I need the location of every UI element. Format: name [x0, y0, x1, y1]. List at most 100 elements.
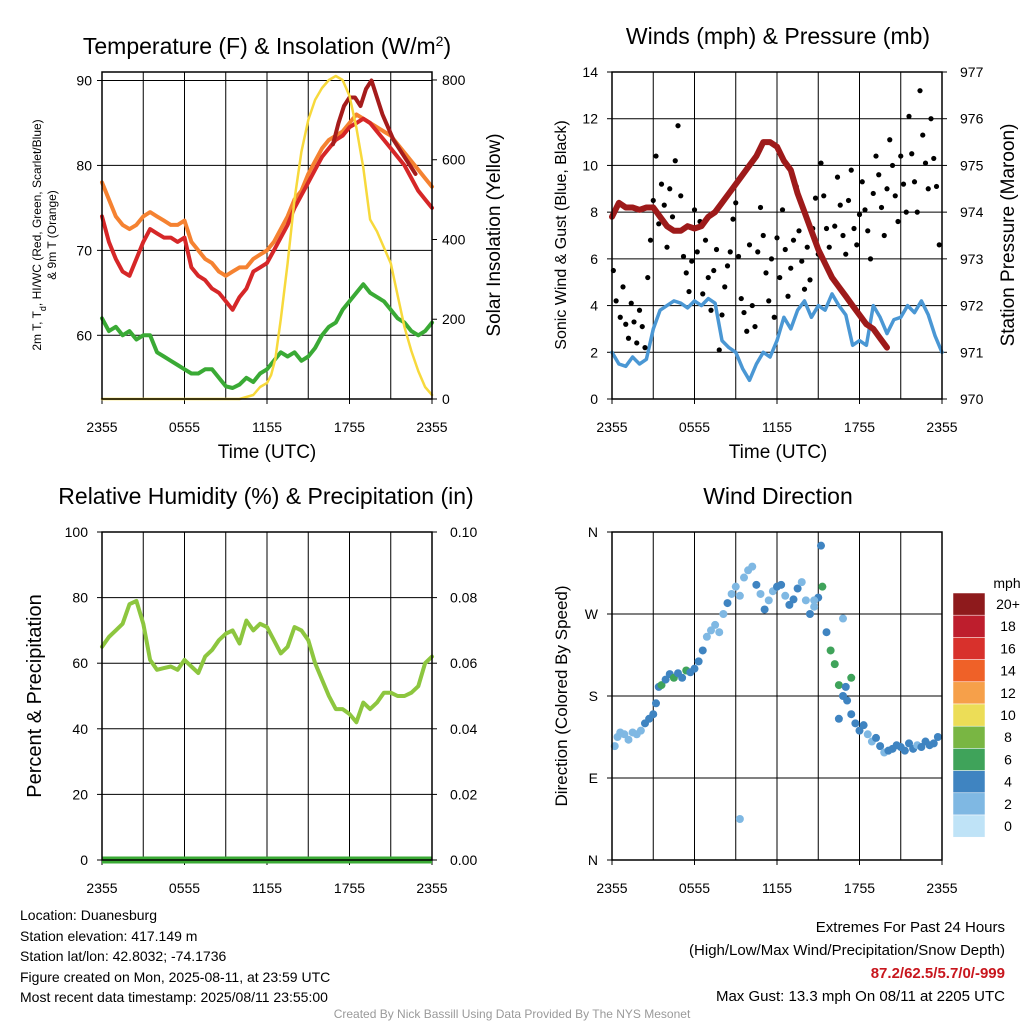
y2-tick-label: 972	[960, 298, 984, 314]
gust-point	[881, 232, 887, 239]
y-tick-label: 0	[590, 391, 598, 407]
y2-axis-label: Solar Insolation (Yellow)	[484, 133, 505, 336]
direction-point	[801, 596, 810, 605]
gust-point	[623, 321, 629, 327]
gust-point	[686, 288, 692, 295]
direction-point	[711, 620, 720, 629]
humidity-line	[100, 598, 434, 725]
gust-point	[837, 202, 843, 208]
direction-point	[851, 719, 860, 728]
x-tick-label: 2355	[416, 419, 447, 435]
gust-point	[741, 309, 747, 316]
gust-point	[631, 319, 637, 325]
x-tick-label: 1755	[334, 880, 365, 896]
gust-point	[878, 204, 885, 211]
gust-point	[733, 200, 739, 206]
max-gust-text: Max Gust: 13.3 mph On 08/11 at 2205 UTC	[715, 988, 1005, 1005]
direction-point	[810, 596, 819, 605]
gust-point	[678, 193, 684, 199]
direction-point	[760, 605, 769, 614]
plot-border	[101, 531, 433, 861]
gust-point	[716, 347, 722, 353]
gust-point	[763, 270, 769, 276]
series-line-3	[331, 78, 418, 176]
x-tick-label: 1155	[762, 880, 792, 896]
gust-point	[799, 258, 805, 264]
gust-point	[821, 193, 827, 199]
x-axis-label: Time (UTC)	[729, 442, 828, 463]
direction-point	[826, 646, 835, 655]
gust-point	[752, 323, 758, 330]
direction-point	[863, 730, 872, 739]
colorbar-swatch	[952, 659, 986, 683]
gust-point	[788, 265, 794, 271]
x-tick-label: 1155	[762, 419, 792, 435]
direction-point	[661, 675, 670, 684]
y2-tick-label: 976	[960, 111, 984, 127]
gust-point	[804, 244, 810, 250]
y-tick-label: N	[588, 524, 598, 540]
colorbar-swatch	[952, 770, 986, 794]
gust-point	[625, 335, 632, 341]
direction-point	[817, 541, 825, 550]
chart-title: Wind Direction	[703, 483, 853, 509]
direction-point	[777, 580, 786, 589]
x-tick-label: 1155	[252, 880, 282, 896]
y-tick-label: 40	[72, 721, 88, 737]
direction-point	[834, 681, 843, 690]
gust-point	[931, 155, 937, 162]
gust-point	[906, 113, 912, 119]
direction-point	[702, 632, 711, 641]
gust-point	[658, 181, 665, 187]
direction-point	[727, 589, 736, 598]
direction-point	[690, 664, 699, 673]
gust-point	[925, 186, 931, 192]
colorbar-title: mph	[993, 575, 1020, 591]
y-tick-label: 80	[72, 590, 88, 606]
gust-point	[900, 181, 907, 187]
direction-point	[740, 573, 748, 582]
direction-point	[698, 646, 707, 655]
colorbar-label: 4	[1004, 774, 1012, 790]
gust-point	[730, 216, 736, 222]
colorbar-label: 2	[1004, 796, 1012, 812]
y-tick-label: W	[585, 606, 599, 622]
y2-tick-label: 0.06	[450, 655, 477, 671]
gust-point	[862, 207, 868, 213]
y-tick-label: 10	[582, 157, 598, 173]
direction-point	[830, 660, 839, 669]
y2-axis-label: Station Pressure (Maroon)	[998, 124, 1019, 347]
y2-tick-label: 0.00	[450, 852, 477, 868]
gust-point	[711, 267, 717, 274]
direction-point	[748, 562, 757, 571]
y-axis-label: Percent & Precipitation	[24, 594, 46, 797]
gust-point	[667, 186, 673, 192]
gust-point	[818, 160, 824, 166]
gust-point	[865, 228, 871, 234]
gust-point	[823, 225, 830, 232]
gust-point	[766, 298, 772, 304]
gust-point	[675, 123, 681, 129]
gust-point	[873, 153, 879, 159]
y-tick-label: N	[588, 852, 598, 868]
direction-point	[636, 726, 645, 735]
y-tick-label: 14	[582, 64, 598, 80]
x-tick-label: 2355	[596, 419, 627, 435]
pressure-line	[609, 139, 890, 351]
gust-point	[801, 286, 808, 292]
gust-point	[634, 340, 640, 346]
direction-point	[694, 657, 703, 666]
direction-point	[797, 578, 806, 587]
direction-point	[933, 733, 942, 741]
gust-point	[777, 274, 783, 281]
gust-point	[760, 232, 766, 239]
direction-point	[859, 721, 868, 730]
direction-point	[624, 735, 633, 744]
x-tick-label: 0555	[169, 880, 200, 896]
direction-point	[847, 673, 856, 682]
y2-tick-label: 200	[442, 311, 466, 327]
gust-point	[840, 232, 846, 239]
direction-point	[652, 699, 660, 708]
direction-point	[855, 726, 864, 735]
gust-point	[782, 246, 788, 253]
